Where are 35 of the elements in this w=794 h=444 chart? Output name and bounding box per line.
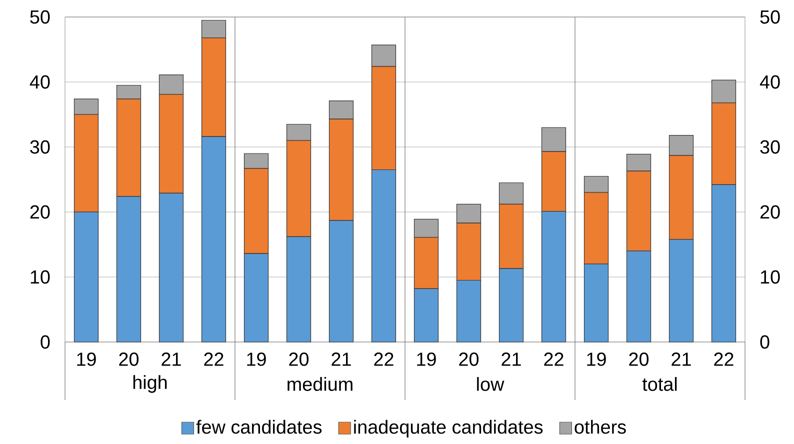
text: medium xyxy=(288,377,352,391)
x-tick-label: 21 xyxy=(162,352,181,366)
y-tick-label: 30 xyxy=(30,140,50,154)
y-tick-label: 50 xyxy=(30,10,50,24)
y-tick-label: 10 xyxy=(30,270,50,284)
x-tick-label: 21 xyxy=(332,352,351,366)
y2-tick-label: 40 xyxy=(760,75,780,89)
x-tick-label: 19 xyxy=(587,352,606,366)
legend-label: others xyxy=(574,420,626,434)
y2-tick-label: 20 xyxy=(760,205,780,219)
x-tick-label: 22 xyxy=(714,352,734,366)
y2-tick-label: 0 xyxy=(760,335,770,349)
x-tick-label: 19 xyxy=(247,352,266,366)
legend-label: few candidates xyxy=(196,420,322,434)
x-tick-label: 22 xyxy=(374,352,394,366)
y2-tick-label: 50 xyxy=(760,10,780,24)
text: low xyxy=(477,377,504,391)
x-tick-label: 22 xyxy=(544,352,564,366)
text: total xyxy=(642,377,677,391)
x-tick-label: 20 xyxy=(629,352,649,366)
x-tick-label: 22 xyxy=(204,352,224,366)
y-tick-label: 0 xyxy=(40,335,50,349)
y-tick-label: 20 xyxy=(30,205,50,219)
x-tick-label: 19 xyxy=(417,352,436,366)
x-tick-label: 21 xyxy=(502,352,521,366)
text: high xyxy=(133,375,167,393)
x-tick-label: 20 xyxy=(289,352,309,366)
y2-tick-label: 10 xyxy=(760,270,780,284)
y-tick-label: 40 xyxy=(30,75,50,89)
legend-label: inadequate candidates xyxy=(354,420,543,438)
x-tick-label: 20 xyxy=(459,352,479,366)
y2-tick-label: 30 xyxy=(760,140,780,154)
x-tick-label: 19 xyxy=(77,352,96,366)
x-tick-label: 20 xyxy=(119,352,139,366)
x-tick-label: 21 xyxy=(672,352,691,366)
